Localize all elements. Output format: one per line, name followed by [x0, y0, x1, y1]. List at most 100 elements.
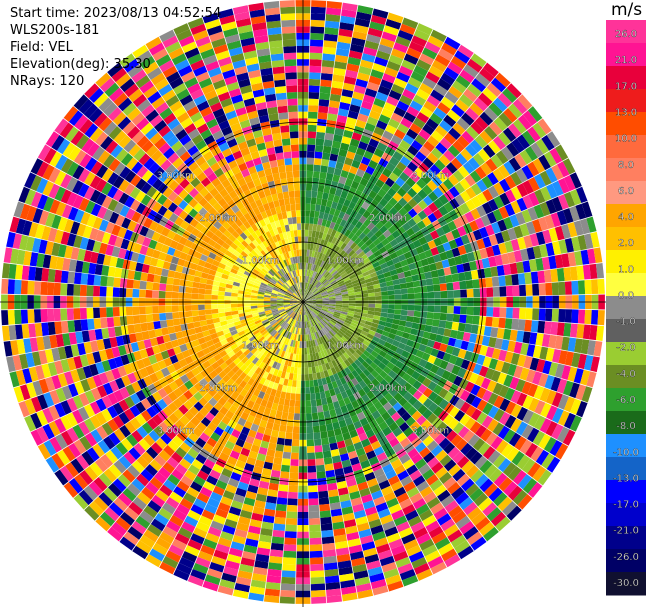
gate [446, 162, 458, 174]
gate [401, 293, 408, 300]
gate [220, 531, 234, 542]
gate [284, 372, 290, 380]
gate [471, 511, 487, 526]
gate [469, 421, 482, 434]
gate [470, 469, 484, 483]
gate [335, 379, 343, 387]
gate [493, 408, 505, 422]
gate [317, 218, 323, 226]
gate [510, 352, 520, 366]
gate [309, 297, 316, 301]
gate [278, 484, 289, 492]
gate [459, 178, 471, 191]
gate [422, 514, 437, 527]
gate [569, 323, 578, 338]
gate [305, 380, 310, 388]
gate [494, 338, 504, 350]
gate [257, 405, 266, 414]
gate [422, 184, 433, 196]
gate [286, 511, 298, 519]
gate [375, 502, 389, 513]
gate [487, 172, 499, 186]
gate [217, 290, 225, 296]
gate [370, 524, 384, 535]
gate [224, 295, 231, 301]
gate [470, 183, 482, 196]
gate [445, 321, 453, 330]
gate [438, 194, 449, 206]
gate [408, 333, 417, 342]
gate [493, 195, 505, 209]
gate [254, 432, 264, 441]
gate [400, 475, 413, 487]
gate [393, 77, 408, 89]
gate [322, 404, 329, 412]
gate [388, 216, 398, 226]
gate [540, 402, 552, 418]
gate [424, 324, 433, 333]
gate [463, 223, 473, 234]
gate [400, 117, 413, 129]
gate [308, 313, 312, 321]
gate [321, 158, 330, 167]
gate [314, 307, 321, 312]
gate [290, 393, 296, 401]
gate [521, 130, 536, 146]
gate [491, 348, 501, 360]
gate [335, 217, 343, 225]
gate [219, 579, 236, 590]
gate [192, 281, 200, 289]
gate [300, 315, 302, 322]
gate [272, 368, 279, 377]
gate [337, 330, 345, 337]
gate [315, 451, 324, 460]
gate [465, 199, 476, 211]
gate [436, 244, 446, 254]
gate [261, 521, 274, 530]
gate [461, 112, 475, 126]
gate [362, 368, 371, 377]
gate [357, 141, 369, 151]
gate [317, 112, 328, 120]
gate [295, 327, 299, 335]
gate [333, 311, 341, 316]
gate [501, 229, 511, 243]
gate [398, 207, 408, 217]
gate [202, 538, 218, 550]
gate [323, 282, 331, 288]
gate [262, 393, 271, 401]
ray-62 [263, 302, 303, 604]
gate [401, 245, 410, 254]
gate [73, 308, 81, 320]
gate [422, 387, 433, 398]
gate [393, 314, 401, 320]
gate [507, 340, 516, 353]
gate [236, 394, 245, 403]
gate [428, 263, 438, 272]
gate [363, 324, 372, 330]
gate [324, 568, 339, 577]
gate [347, 364, 355, 373]
gate [438, 154, 451, 167]
gate [381, 308, 389, 314]
gate [472, 153, 486, 166]
gate [543, 437, 557, 453]
gate [368, 456, 380, 466]
gate [309, 333, 313, 341]
gate [340, 390, 349, 399]
gate [305, 203, 311, 211]
gate [309, 52, 323, 60]
gate [544, 375, 555, 390]
gate [448, 186, 460, 198]
gate [330, 329, 337, 336]
gate [417, 189, 428, 200]
gate [528, 397, 540, 412]
gate [325, 581, 341, 590]
gate [171, 291, 179, 299]
gate [133, 271, 142, 281]
gate [521, 458, 536, 474]
gate [326, 119, 337, 128]
gate [482, 144, 496, 158]
gate [366, 33, 381, 44]
gate [519, 223, 530, 237]
